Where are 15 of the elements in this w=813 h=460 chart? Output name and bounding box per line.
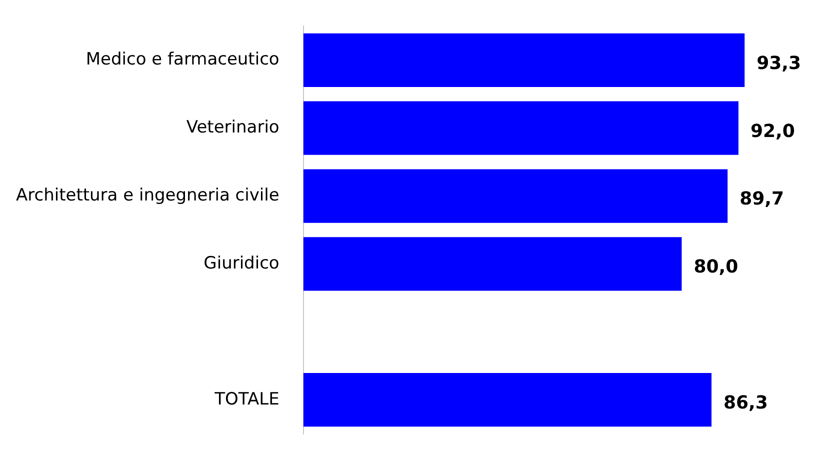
data-label: 86,3 (723, 392, 768, 414)
y-tick-label: Giuridico (204, 253, 280, 274)
y-tick-label: TOTALE (214, 389, 280, 410)
y-tick-label: Medico e farmaceutico (86, 50, 280, 70)
data-label: 93,3 (756, 52, 802, 74)
bar (303, 101, 738, 155)
data-label: 92,0 (750, 120, 795, 142)
bar (303, 33, 745, 87)
bar (303, 169, 728, 223)
data-label: 80,0 (694, 256, 738, 278)
y-tick-label: Architettura e ingegneria civile (16, 185, 280, 206)
data-label: 89,7 (740, 188, 784, 210)
bar (303, 373, 712, 427)
bar (303, 237, 682, 291)
y-tick-label: Veterinario (186, 118, 280, 138)
